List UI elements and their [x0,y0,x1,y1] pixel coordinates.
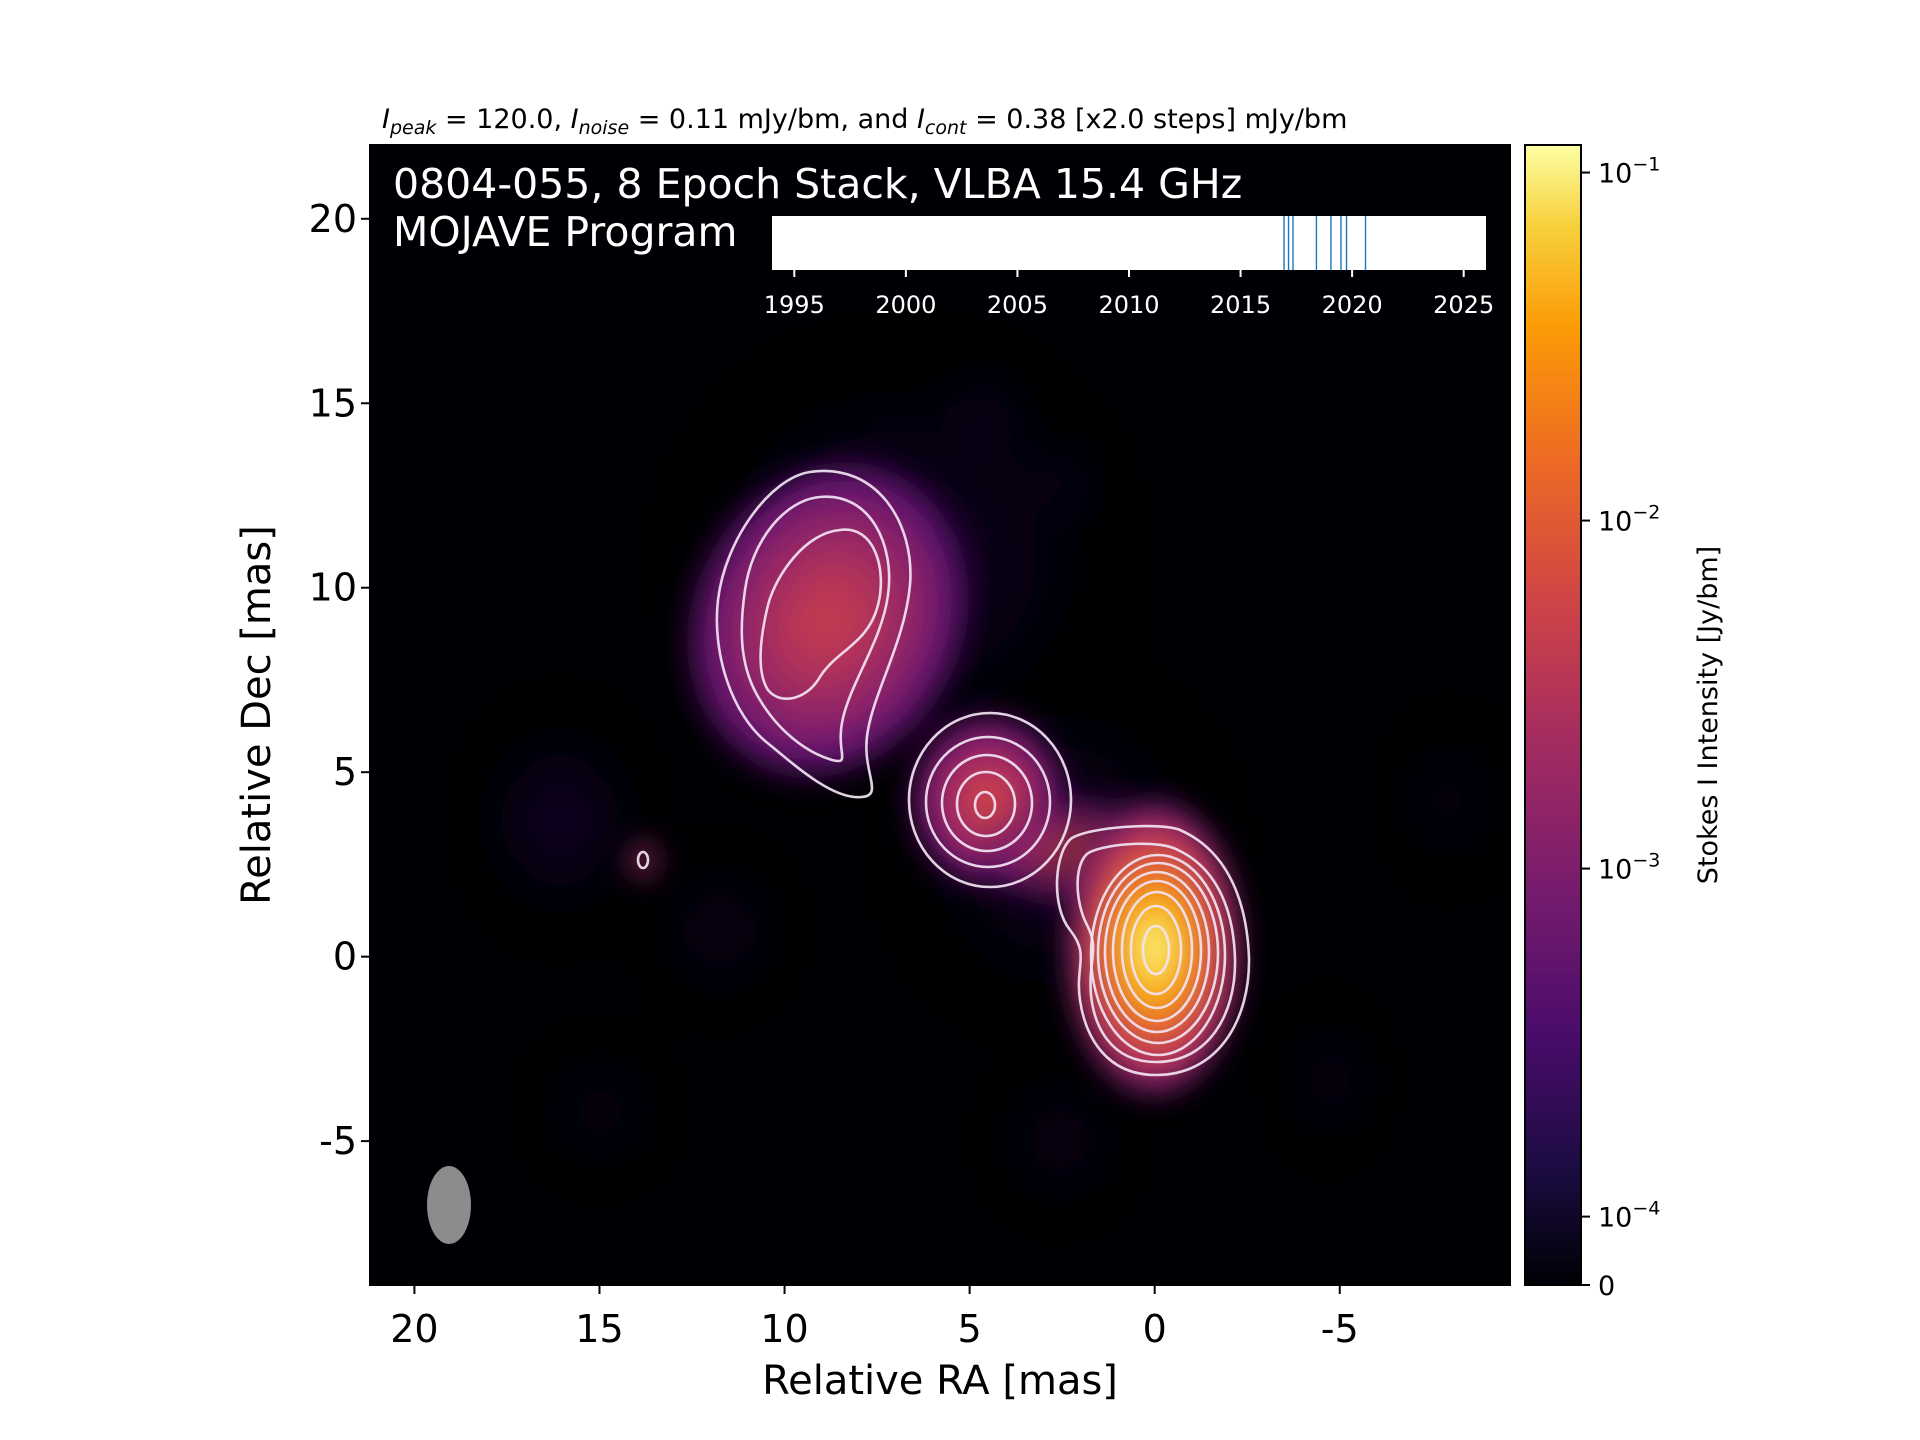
inner-knot-contour-4 [955,770,1017,838]
map-title-line1: 0804-055, 8 Epoch Stack, VLBA 15.4 GHz [393,160,1242,208]
core-contour-8 [1129,904,1183,996]
core-contour-1 [1055,824,1251,1077]
header-cont-symbol: I [917,104,925,135]
timeline-box [772,216,1486,270]
colorbar: 10−1 10−2 10−3 10−4 0 Stokes I Intensity [Jy… [1524,144,1724,1302]
epoch-timeline: 1995 2000 2005 2010 2015 2020 2025 [764,216,1494,319]
colorbar-label: Stokes I Intensity [Jy/bm] [1693,546,1724,884]
header-line: Ipeak = 120.0, Inoise = 0.11 mJy/bm, and… [382,104,1347,139]
beam-ellipse [427,1166,471,1244]
map-title-line2: MOJAVE Program [393,208,737,256]
header-cont-subscript: cont [925,117,968,139]
y-tick-label-0: 20 [309,197,357,241]
colorbar-tick-label-3: 10−4 [1598,1198,1660,1234]
core-contour-6 [1111,879,1203,1023]
header-peak-subscript: peak [389,117,437,139]
core-contour-4 [1096,861,1220,1045]
core-contour-3 [1089,853,1227,1057]
header-noise-subscript: noise [579,117,630,139]
timeline-ticks: 1995 2000 2005 2010 2015 2020 2025 [764,270,1494,319]
y-tick-label-3: 5 [333,750,357,794]
colorbar-tick-label-0: 10−1 [1598,154,1660,190]
outer-lobe-contour-2 [740,495,891,763]
timeline-tick-label-1: 2000 [875,291,936,319]
y-tick-label-1: 15 [309,381,357,425]
timeline-tick-label-0: 1995 [764,291,825,319]
x-tick-label-3: 5 [958,1307,982,1351]
colorbar-tick-label-1: 10−2 [1598,502,1660,538]
y-tick-label-2: 10 [309,566,357,610]
x-axis-label: Relative RA [mas] [762,1358,1118,1404]
timeline-epoch-marks [1283,216,1367,270]
plot-frame [369,144,1511,1286]
inner-knot-contour-2 [924,735,1052,869]
x-axis: 20 15 10 5 0 -5 [390,1285,1359,1351]
y-axis-label: Relative Dec [mas] [234,525,280,905]
y-axis: 20 15 10 5 0 -5 [309,197,370,1163]
colorbar-gradient [1524,144,1582,1286]
outer-lobe-contour-1 [715,469,912,799]
y-tick-label-4: 0 [333,935,357,979]
timeline-tick-label-6: 2025 [1433,291,1494,319]
inner-knot-contour-3 [940,753,1034,853]
timeline-tick-label-5: 2020 [1322,291,1383,319]
x-tick-label-4: 0 [1143,1307,1167,1351]
timeline-tick-label-4: 2015 [1210,291,1271,319]
timeline-tick-label-2: 2005 [987,291,1048,319]
y-tick-label-5: -5 [319,1119,357,1163]
timeline-tick-label-3: 2010 [1098,291,1159,319]
header-noise-text: = 0.11 mJy/bm, and [629,104,917,135]
outer-lobe-contour-3 [759,528,883,700]
colorbar-tick-label-2: 10−3 [1598,850,1660,886]
header-noise-symbol: I [571,104,579,135]
inner-knot-contour-1 [907,711,1073,889]
inner-knot-contour-5 [973,790,997,820]
core-emission [1062,793,1246,1103]
faint-blob-emission [625,838,661,882]
contour-lines [636,469,1251,1077]
header-cont-text: = 0.38 [x2.0 steps] mJy/bm [966,104,1347,135]
x-tick-label-2: 10 [760,1307,808,1351]
core-contour-5 [1103,870,1211,1034]
x-tick-label-1: 15 [575,1307,623,1351]
faint-blob-contour [636,850,650,870]
header-peak-text: = 120.0, [436,104,570,135]
core-contour-7 [1120,890,1194,1010]
colorbar-ticks: 10−1 10−2 10−3 10−4 0 [1581,154,1660,1302]
core-contour-9 [1141,924,1171,976]
x-tick-label-0: 20 [390,1307,438,1351]
core-contour-2 [1076,842,1237,1064]
colorbar-tick-label-4: 0 [1598,1271,1615,1302]
intensity-map [370,145,1510,1285]
header-peak-symbol: I [382,104,390,135]
x-tick-label-5: -5 [1321,1307,1359,1351]
